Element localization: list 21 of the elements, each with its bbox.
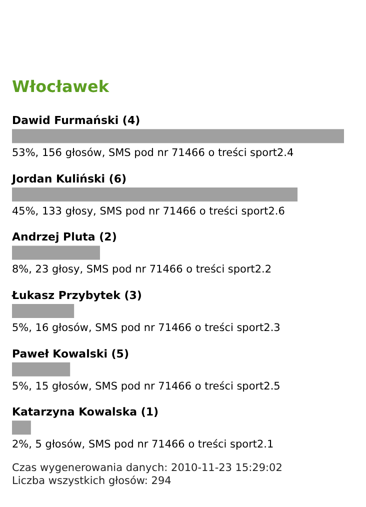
bar bbox=[12, 304, 74, 318]
chart-title: Włocławek bbox=[12, 77, 110, 96]
bar bbox=[12, 362, 70, 376]
text: Czas wygenerowania danych: 2010-11-23 15:29:02 bbox=[12, 462, 282, 474]
bar bbox=[12, 129, 344, 144]
annotation: 5%, 15 głosów, SMS pod nr 71466 o treści sport2.5 bbox=[12, 380, 280, 392]
annotation: 45%, 133 głosy, SMS pod nr 71466 o treści sport2.6 bbox=[12, 205, 286, 218]
annotation: 5%, 16 głosów, SMS pod nr 71466 o treści sport2.3 bbox=[12, 322, 280, 334]
y-tick-label: Dawid Furmański (4) bbox=[12, 114, 140, 128]
y-tick-label: Andrzej Pluta (2) bbox=[12, 230, 117, 244]
text: Liczba wszystkich głosów: 294 bbox=[12, 474, 172, 487]
annotation: 53%, 156 głosów, SMS pod nr 71466 o treści sport2.4 bbox=[12, 147, 294, 160]
y-tick-label: Łukasz Przybytek (3) bbox=[11, 289, 142, 302]
bar bbox=[12, 246, 100, 260]
y-tick-label: Paweł Kowalski (5) bbox=[12, 347, 129, 360]
annotation: 2%, 5 głosów, SMS pod nr 71466 o treści sport2.1 bbox=[12, 438, 274, 451]
y-tick-label: Jordan Kuliński (6) bbox=[11, 172, 127, 186]
annotation: 8%, 23 głosy, SMS pod nr 71466 o treści sport2.2 bbox=[12, 264, 272, 276]
y-tick-label: Katarzyna Kowalska (1) bbox=[12, 406, 159, 419]
bar bbox=[12, 187, 298, 202]
bar bbox=[12, 420, 31, 435]
